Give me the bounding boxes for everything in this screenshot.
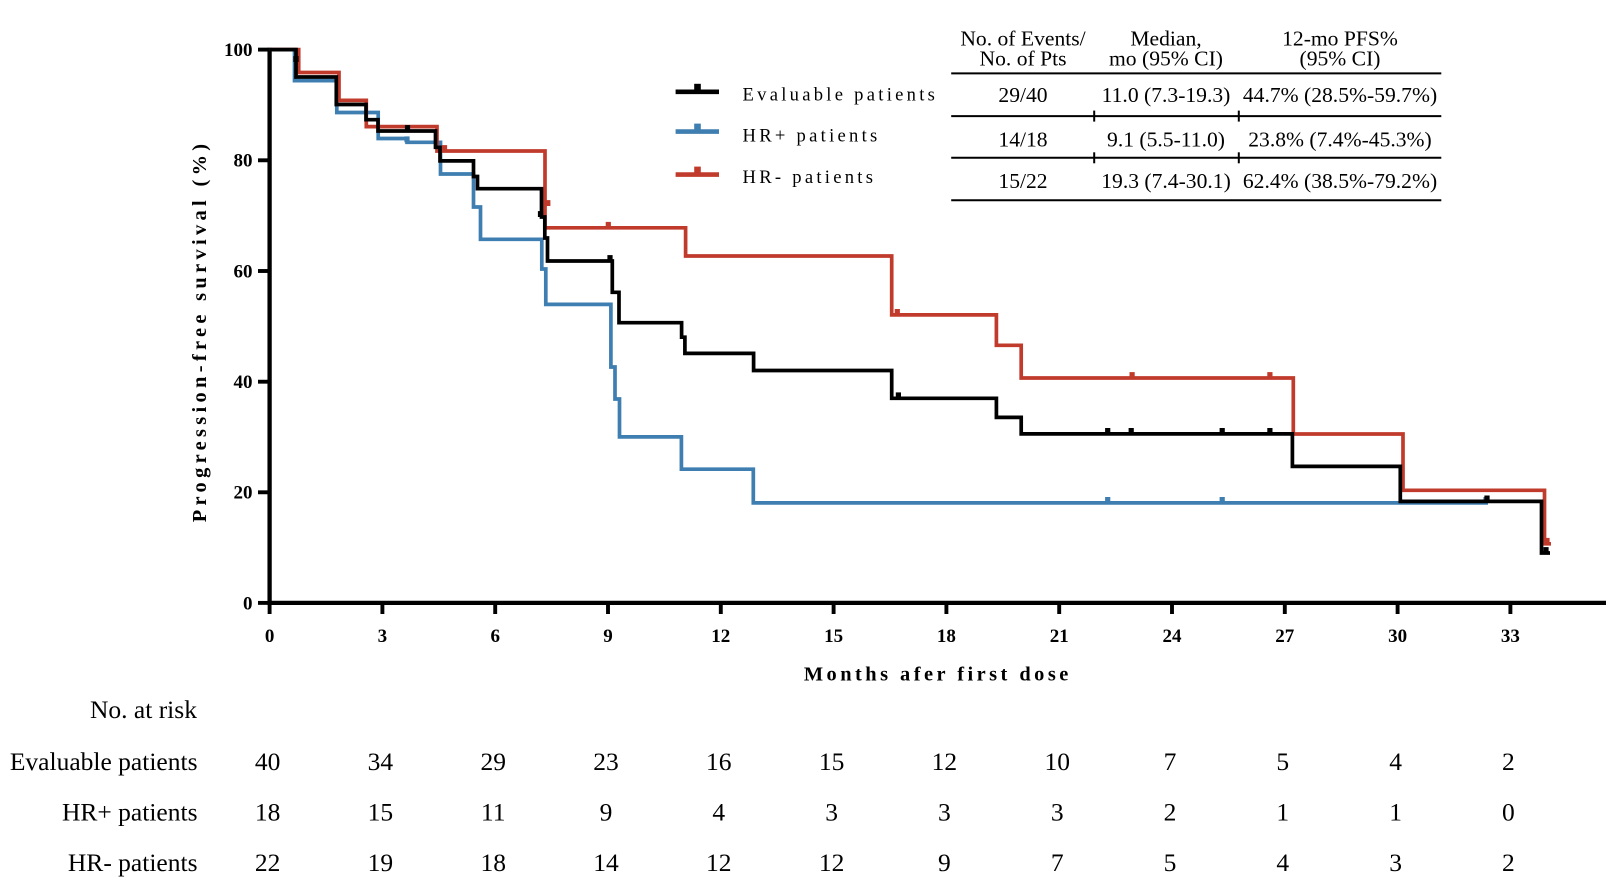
svg-text:3: 3 [825, 798, 838, 827]
svg-text:12: 12 [932, 747, 958, 776]
svg-text:23: 23 [593, 747, 619, 776]
svg-text:30: 30 [1388, 626, 1407, 647]
svg-text:19.3 (7.4-30.1): 19.3 (7.4-30.1) [1101, 169, 1231, 193]
svg-text:10: 10 [1044, 747, 1070, 776]
svg-text:33: 33 [1501, 626, 1520, 647]
svg-text:22: 22 [255, 848, 281, 877]
svg-text:3: 3 [378, 626, 388, 647]
svg-text:40: 40 [255, 747, 281, 776]
svg-text:9: 9 [600, 798, 613, 827]
svg-text:12: 12 [711, 626, 730, 647]
svg-text:18: 18 [937, 626, 956, 647]
svg-text:100: 100 [224, 40, 253, 61]
svg-text:No. of Events/: No. of Events/ [960, 26, 1085, 50]
svg-text:mo (95% CI): mo (95% CI) [1109, 46, 1223, 70]
svg-text:60: 60 [234, 261, 253, 282]
svg-text:20: 20 [234, 483, 253, 504]
svg-text:Progression-free survival (%): Progression-free survival (%) [189, 140, 211, 523]
svg-text:5: 5 [1164, 848, 1177, 877]
svg-text:21: 21 [1050, 626, 1069, 647]
svg-text:HR+ patients: HR+ patients [743, 126, 881, 147]
svg-text:7: 7 [1051, 848, 1064, 877]
svg-text:2: 2 [1502, 848, 1515, 877]
svg-text:15: 15 [368, 798, 394, 827]
svg-text:9: 9 [603, 626, 613, 647]
svg-text:44.7% (28.5%-59.7%): 44.7% (28.5%-59.7%) [1243, 83, 1437, 107]
svg-text:3: 3 [1051, 798, 1064, 827]
svg-text:HR- patients: HR- patients [743, 167, 877, 188]
svg-text:Months afer first dose: Months afer first dose [804, 664, 1072, 686]
svg-text:Evaluable patients: Evaluable patients [10, 747, 198, 776]
svg-text:40: 40 [234, 372, 253, 393]
svg-text:Median,: Median, [1130, 26, 1201, 50]
svg-text:80: 80 [234, 151, 253, 172]
svg-text:Evaluable patients: Evaluable patients [743, 84, 939, 105]
svg-text:11: 11 [481, 798, 506, 827]
svg-text:HR- patients: HR- patients [68, 848, 198, 877]
svg-text:18: 18 [480, 848, 506, 877]
svg-text:7: 7 [1164, 747, 1177, 776]
svg-text:4: 4 [1389, 747, 1402, 776]
svg-text:24: 24 [1163, 626, 1183, 647]
svg-text:62.4% (38.5%-79.2%): 62.4% (38.5%-79.2%) [1243, 169, 1437, 193]
svg-text:18: 18 [255, 798, 281, 827]
svg-text:2: 2 [1502, 747, 1515, 776]
svg-text:3: 3 [938, 798, 951, 827]
svg-text:19: 19 [368, 848, 394, 877]
svg-text:16: 16 [706, 747, 732, 776]
svg-text:14/18: 14/18 [998, 127, 1047, 151]
svg-text:No. at risk: No. at risk [90, 695, 197, 724]
svg-text:4: 4 [1276, 848, 1289, 877]
svg-text:0: 0 [265, 626, 275, 647]
svg-text:2: 2 [1164, 798, 1177, 827]
svg-text:29/40: 29/40 [998, 83, 1047, 107]
svg-text:6: 6 [490, 626, 500, 647]
svg-text:12: 12 [706, 848, 732, 877]
svg-text:(95% CI): (95% CI) [1300, 46, 1381, 70]
svg-text:23.8% (7.4%-45.3%): 23.8% (7.4%-45.3%) [1248, 127, 1432, 151]
svg-text:27: 27 [1275, 626, 1295, 647]
svg-text:1: 1 [1276, 798, 1289, 827]
svg-text:11.0 (7.3-19.3): 11.0 (7.3-19.3) [1102, 83, 1231, 107]
svg-text:12-mo PFS%: 12-mo PFS% [1282, 26, 1398, 50]
svg-text:34: 34 [368, 747, 394, 776]
svg-text:15: 15 [819, 747, 845, 776]
svg-text:5: 5 [1276, 747, 1289, 776]
svg-text:0: 0 [1502, 798, 1515, 827]
svg-text:3: 3 [1389, 848, 1402, 877]
svg-text:9.1 (5.5-11.0): 9.1 (5.5-11.0) [1107, 127, 1225, 151]
svg-text:9: 9 [938, 848, 951, 877]
svg-text:29: 29 [480, 747, 506, 776]
svg-text:4: 4 [712, 798, 725, 827]
svg-text:15: 15 [824, 626, 843, 647]
svg-text:1: 1 [1389, 798, 1402, 827]
svg-text:HR+ patients: HR+ patients [62, 798, 198, 827]
svg-text:15/22: 15/22 [998, 169, 1047, 193]
svg-text:14: 14 [593, 848, 619, 877]
svg-text:0: 0 [243, 593, 253, 614]
svg-text:12: 12 [819, 848, 845, 877]
svg-text:No. of Pts: No. of Pts [980, 46, 1067, 70]
